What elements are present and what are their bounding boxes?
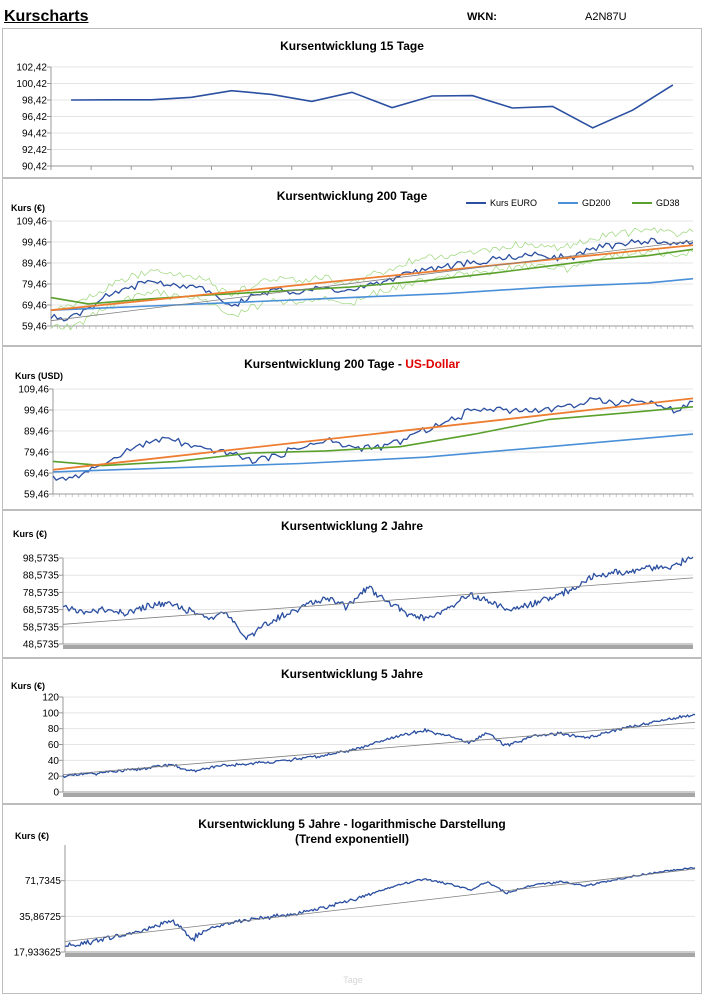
chart-panel-5-jahre-log: Kursentwicklung 5 Jahre - logarithmische… xyxy=(2,804,702,994)
y-tick-label: 17,933625 xyxy=(14,948,62,959)
y-tick-label: 102,42 xyxy=(16,63,47,74)
y-axis-label: Kurs (€) xyxy=(13,529,48,539)
y-axis-label: Kurs (USD) xyxy=(15,371,64,381)
y-tick-label: 48,5735 xyxy=(23,640,60,651)
wkn-value: A2N87U xyxy=(585,11,627,23)
chart-title: Kursentwicklung 2 Jahre xyxy=(280,519,424,533)
y-tick-label: 79,46 xyxy=(22,280,47,291)
series-trend-line xyxy=(62,577,694,625)
y-tick-label: 120 xyxy=(42,693,59,704)
y-axis-label: Kurs (€) xyxy=(11,681,46,691)
chart-title-highlight: US-Dollar xyxy=(405,357,460,371)
y-tick-label: 59,46 xyxy=(24,490,49,501)
chart-title: Kursentwicklung 200 Tage - US-Dollar xyxy=(3,357,701,371)
chart-panel-200-tage: Kursentwicklung 200 Tage Kurs (€) Kurs E… xyxy=(2,178,702,346)
series-kurs-line xyxy=(64,867,696,948)
y-tick-label: 58,5735 xyxy=(23,622,60,633)
chart-2-jahre: 98,5735 88,5735 78,5735 68,5735 58,5735 48,57… xyxy=(23,554,694,651)
y-tick-label: 68,5735 xyxy=(23,605,60,616)
series-band-line xyxy=(50,248,694,331)
y-tick-label: 100,42 xyxy=(16,79,47,90)
y-tick-label: 69,46 xyxy=(24,469,49,480)
chart-title-text: Kursentwicklung 200 Tage - xyxy=(244,357,406,371)
y-tick-label: 35,86725 xyxy=(19,912,61,923)
legend-kurs: Kurs EURO xyxy=(466,198,537,208)
y-tick-label: 100 xyxy=(42,708,59,719)
chart-subtitle: (Trend exponentiell) xyxy=(294,832,409,846)
y-tick-label: 99,46 xyxy=(22,238,47,249)
series-trend-orange-line xyxy=(50,244,694,312)
chart-title: Kursentwicklung 200 Tage xyxy=(276,189,428,203)
series-trend-line xyxy=(64,868,696,942)
series-gd200-line xyxy=(52,433,694,473)
series-gd38-line xyxy=(52,406,694,467)
x-tick-band xyxy=(65,953,695,957)
y-tick-label: 78,5735 xyxy=(23,588,60,599)
x-tick-band xyxy=(63,645,693,649)
chart-5-jahre: 120 100 80 60 40 20 0 xyxy=(42,693,696,799)
y-tick-label: 20 xyxy=(48,772,60,783)
y-tick-label: 0 xyxy=(53,788,59,799)
legend-gd38: GD38 xyxy=(632,198,680,208)
y-tick-label: 60 xyxy=(48,740,60,751)
y-tick-label: 59,46 xyxy=(22,322,47,333)
y-tick-label: 40 xyxy=(48,756,60,767)
chart-200-tage: 109,46 99,46 89,46 79,46 69,46 59,46 xyxy=(16,217,694,333)
chart-title: Kursentwicklung 5 Jahre xyxy=(280,667,424,681)
y-tick-label: 96,42 xyxy=(22,112,47,123)
chart-5-jahre-log: 71,7345 35,86725 17,933625 xyxy=(14,845,696,959)
legend-gd38-label: GD38 xyxy=(656,198,680,208)
y-tick-label: 109,46 xyxy=(18,385,49,396)
chart-panel-200-tage-usd: Kursentwicklung 200 Tage - US-Dollar Kur… xyxy=(2,346,702,510)
legend-gd200: GD200 xyxy=(558,198,611,208)
chart-15-tage: 102,42 100,42 98,42 96,42 94,42 92,42 90,42 xyxy=(16,63,694,173)
series-kurs-euro-line xyxy=(50,237,694,322)
y-tick-label: 98,42 xyxy=(22,96,47,107)
series-gd200-line xyxy=(50,277,694,311)
series-kurs-line xyxy=(62,556,694,641)
chart-panel-2-jahre: Kursentwicklung 2 Jahre Kurs (€) 98,5735… xyxy=(2,510,702,658)
chart-panel-5-jahre: Kursentwicklung 5 Jahre Kurs (€) 120 100 8… xyxy=(2,658,702,804)
chart-title: Kursentwicklung 5 Jahre - logarithmische… xyxy=(198,817,506,831)
y-tick-label: 109,46 xyxy=(16,217,47,228)
y-tick-label: 98,5735 xyxy=(23,554,60,565)
chart-panel-15-tage: Kursentwicklung 15 Tage 102,42 100,42 98,4… xyxy=(2,28,702,178)
y-tick-label: 89,46 xyxy=(22,259,47,270)
y-tick-label: 80 xyxy=(48,724,60,735)
y-tick-label: 88,5735 xyxy=(23,571,60,582)
chart-title: Kursentwicklung 15 Tage xyxy=(280,39,424,53)
y-tick-label: 89,46 xyxy=(24,427,49,438)
y-axis-label: Kurs (€) xyxy=(15,831,50,841)
series-trend-line xyxy=(62,721,696,775)
y-tick-label: 92,42 xyxy=(22,145,47,156)
legend-kurs-label: Kurs EURO xyxy=(490,198,538,208)
wkn-label: WKN: xyxy=(467,11,497,23)
series-kurs-line xyxy=(71,84,674,129)
y-tick-label: 79,46 xyxy=(24,448,49,459)
series-band-line xyxy=(50,227,694,311)
y-tick-label: 69,46 xyxy=(22,301,47,312)
y-tick-label: 94,42 xyxy=(22,129,47,140)
y-tick-label: 71,7345 xyxy=(25,876,62,887)
legend-gd200-label: GD200 xyxy=(582,198,611,208)
x-tick-band xyxy=(63,793,695,797)
series-trend-gray-line xyxy=(50,240,694,322)
chart-200-tage-usd: 109,46 99,46 89,46 79,46 69,46 59,46 xyxy=(18,385,694,501)
footer-axis-label: Tage xyxy=(343,975,363,985)
series-kurs-line xyxy=(62,713,696,779)
y-axis-label: Kurs (€) xyxy=(11,203,46,213)
series-trend-orange-line xyxy=(52,397,694,471)
page-title: Kurscharts xyxy=(4,8,89,25)
series-gd38-line xyxy=(50,248,694,305)
y-tick-label: 99,46 xyxy=(24,406,49,417)
y-tick-label: 90,42 xyxy=(22,162,47,173)
